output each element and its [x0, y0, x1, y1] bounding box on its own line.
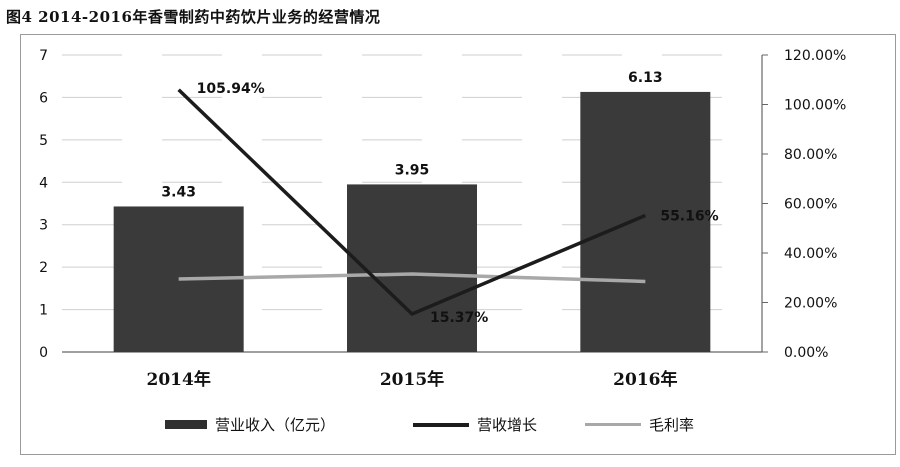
figure-title: 图4 2014-2016年香雪制药中药饮片业务的经营情况: [6, 8, 381, 26]
legend-swatch-growth-line: [413, 422, 469, 427]
growth-value-label: 105.94%: [197, 81, 265, 97]
x-tick-label: 2015年: [380, 369, 444, 390]
bar-revenue: [580, 91, 711, 353]
legend-item-margin: 毛利率: [585, 414, 694, 435]
y-left-tick-label: 5: [39, 133, 48, 149]
legend-label-growth: 营收增长: [477, 416, 538, 434]
legend-item-growth: 营收增长: [413, 414, 537, 435]
y-left-tick-label: 0: [39, 345, 48, 361]
y-left-tick-label: 6: [39, 90, 48, 106]
x-tick-label: 2016年: [613, 369, 677, 390]
chart-frame: [20, 34, 896, 455]
line-gross-margin: [178, 272, 646, 284]
legend-swatch-bar: [165, 420, 207, 429]
growth-value-label: 55.16%: [660, 208, 718, 224]
y-right-tick-label: 100.00%: [784, 98, 846, 114]
legend-label-revenue: 营业收入（亿元）: [215, 416, 336, 434]
y-right-tick-label: 20.00%: [784, 296, 837, 312]
bar-revenue: [347, 184, 477, 352]
y-right-tick-label: 120.00%: [784, 48, 846, 64]
y-right-tick-label: 0.00%: [784, 345, 828, 361]
y-right-tick-label: 40.00%: [784, 246, 837, 262]
y-right-tick-label: 80.00%: [784, 147, 837, 163]
legend-swatch-margin-line: [585, 423, 641, 426]
legend: 营业收入（亿元） 营收增长 毛利率: [0, 414, 900, 438]
bar-value-label: 3.95: [395, 162, 430, 178]
bar-value-label: 6.13: [628, 70, 663, 86]
y-left-tick-label: 3: [39, 218, 48, 234]
x-tick-label: 2014年: [147, 369, 211, 390]
line-revenue-growth: [177, 88, 647, 316]
y-left-tick-label: 2: [39, 260, 48, 276]
bar-value-label: 3.43: [161, 184, 196, 200]
y-left-tick-label: 7: [39, 48, 48, 64]
growth-value-label: 15.37%: [430, 310, 488, 326]
y-right-tick-label: 60.00%: [784, 197, 837, 213]
legend-label-margin: 毛利率: [649, 416, 695, 434]
y-left-tick-label: 1: [39, 303, 48, 319]
legend-item-revenue: 营业收入（亿元）: [165, 414, 335, 435]
y-left-tick-label: 4: [39, 175, 48, 191]
